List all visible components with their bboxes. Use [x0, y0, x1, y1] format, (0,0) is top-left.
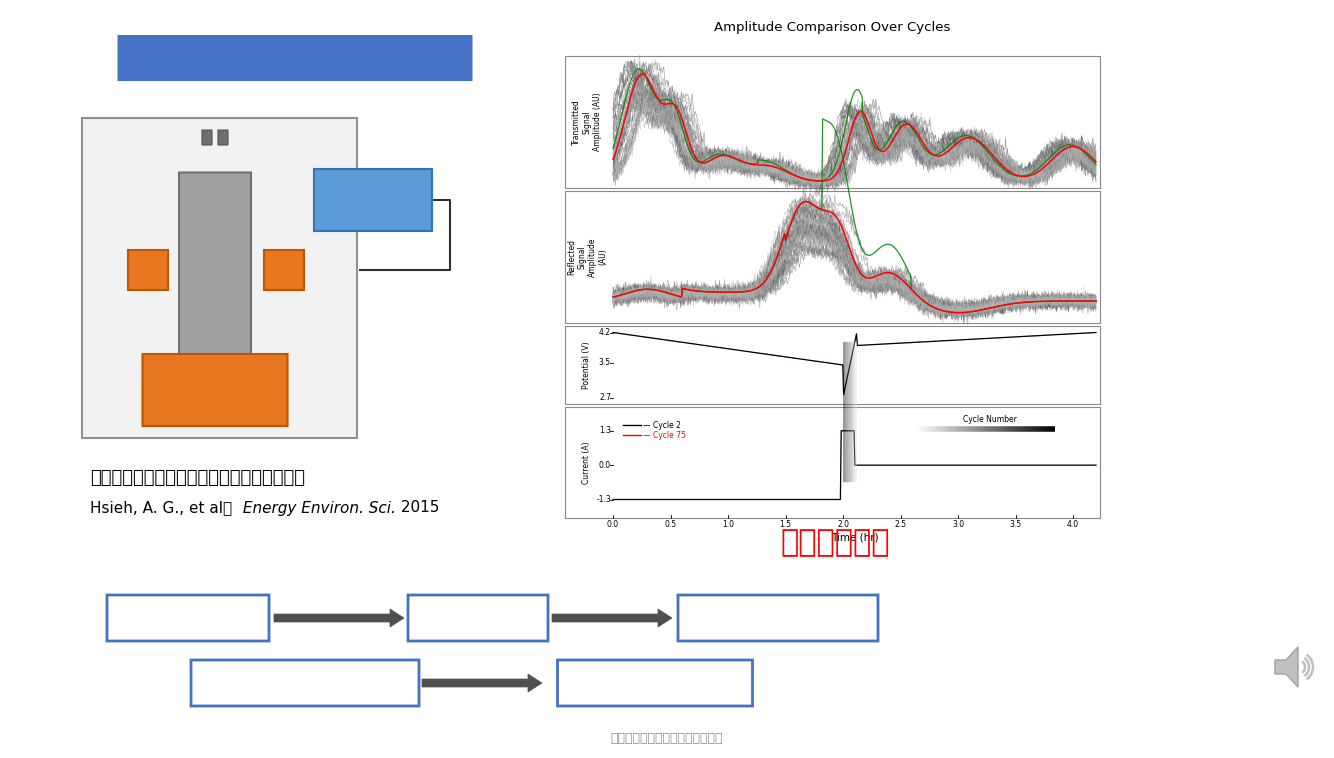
Text: Potential (V): Potential (V) — [583, 341, 591, 389]
Text: Energy Environ. Sci.: Energy Environ. Sci. — [237, 500, 396, 515]
Text: -: - — [225, 133, 231, 146]
Bar — [566, 56, 1101, 188]
Text: )): )) — [175, 264, 185, 277]
Text: — Cycle 75: — Cycle 75 — [643, 431, 686, 440]
Text: 0.0: 0.0 — [607, 520, 619, 529]
Text: Time (hr): Time (hr) — [831, 532, 878, 542]
Text: Hsieh, A. G., et al，: Hsieh, A. G., et al， — [89, 500, 232, 515]
Text: 多层、多孔结构: 多层、多孔结构 — [151, 609, 225, 627]
Text: 1.0: 1.0 — [722, 520, 734, 529]
Text: T: T — [143, 262, 153, 277]
Text: 超声在电池检测领域应用的难点: 超声在电池检测领域应用的难点 — [211, 49, 380, 67]
Text: 2.7: 2.7 — [599, 393, 611, 402]
Text: 2.5: 2.5 — [895, 520, 907, 529]
Ellipse shape — [307, 263, 321, 277]
Text: 前人利用超声波飞行时间来分析电池健康状态: 前人利用超声波飞行时间来分析电池健康状态 — [89, 469, 305, 487]
Text: Transmitted
Signal
Amplitude (AU): Transmitted Signal Amplitude (AU) — [572, 92, 602, 152]
Polygon shape — [273, 609, 404, 627]
Text: 3.5: 3.5 — [599, 359, 611, 368]
Text: Amplitude Comparison Over Cycles: Amplitude Comparison Over Cycles — [714, 21, 951, 34]
Text: Reflected
Signal
Amplitude
(AU): Reflected Signal Amplitude (AU) — [567, 237, 607, 277]
Polygon shape — [1275, 647, 1298, 687]
Text: 0.0: 0.0 — [599, 461, 611, 470]
Text: 1.3: 1.3 — [599, 426, 611, 435]
Text: 信号难以解读: 信号难以解读 — [780, 528, 890, 557]
Text: Pouch
Cell: Pouch Cell — [201, 249, 229, 291]
Text: 3.5: 3.5 — [1010, 520, 1022, 529]
Text: Current (A): Current (A) — [583, 441, 591, 484]
Text: +: + — [195, 133, 205, 146]
Text: 3.0: 3.0 — [952, 520, 964, 529]
Text: 4.0: 4.0 — [1067, 520, 1079, 529]
Text: 1.5: 1.5 — [779, 520, 791, 529]
Text: Cycle Number: Cycle Number — [963, 415, 1017, 424]
Polygon shape — [422, 674, 542, 692]
Text: Ultrasonic
Pulser -
Receiver: Ultrasonic Pulser - Receiver — [180, 368, 251, 412]
Text: 宽声束 VS 小缺陷: 宽声束 VS 小缺陷 — [255, 674, 355, 692]
Text: 4.2: 4.2 — [599, 328, 611, 337]
Text: 声场模拟困难: 声场模拟困难 — [746, 609, 810, 627]
Bar — [566, 191, 1101, 323]
Text: Battery
Cycler: Battery Cycler — [344, 185, 403, 215]
Bar — [566, 326, 1101, 404]
Polygon shape — [552, 609, 672, 627]
Text: 2015: 2015 — [396, 500, 439, 515]
Text: 平均值无意义: 平均值无意义 — [623, 674, 687, 692]
Text: 2.0: 2.0 — [836, 520, 848, 529]
Text: 0.5: 0.5 — [664, 520, 676, 529]
Text: R: R — [277, 262, 289, 277]
Text: -1.3: -1.3 — [596, 495, 611, 504]
Text: 中国电工技术学会新媒体平台发布: 中国电工技术学会新媒体平台发布 — [611, 731, 723, 744]
Text: 散射复杂: 散射复杂 — [456, 609, 499, 627]
Ellipse shape — [111, 263, 125, 277]
Text: — Cycle 2: — Cycle 2 — [643, 421, 680, 430]
Bar — [566, 407, 1101, 518]
